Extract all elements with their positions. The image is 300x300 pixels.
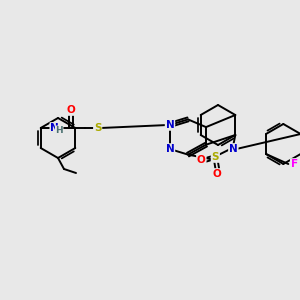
Text: N: N <box>166 120 174 130</box>
Text: F: F <box>291 159 298 169</box>
Text: O: O <box>197 155 206 165</box>
Text: O: O <box>213 169 222 179</box>
Text: H: H <box>56 126 63 135</box>
Text: S: S <box>212 152 219 162</box>
Text: N: N <box>50 123 59 133</box>
Text: N: N <box>166 144 174 154</box>
Text: S: S <box>94 123 101 133</box>
Text: N: N <box>229 144 238 154</box>
Text: O: O <box>66 105 75 115</box>
